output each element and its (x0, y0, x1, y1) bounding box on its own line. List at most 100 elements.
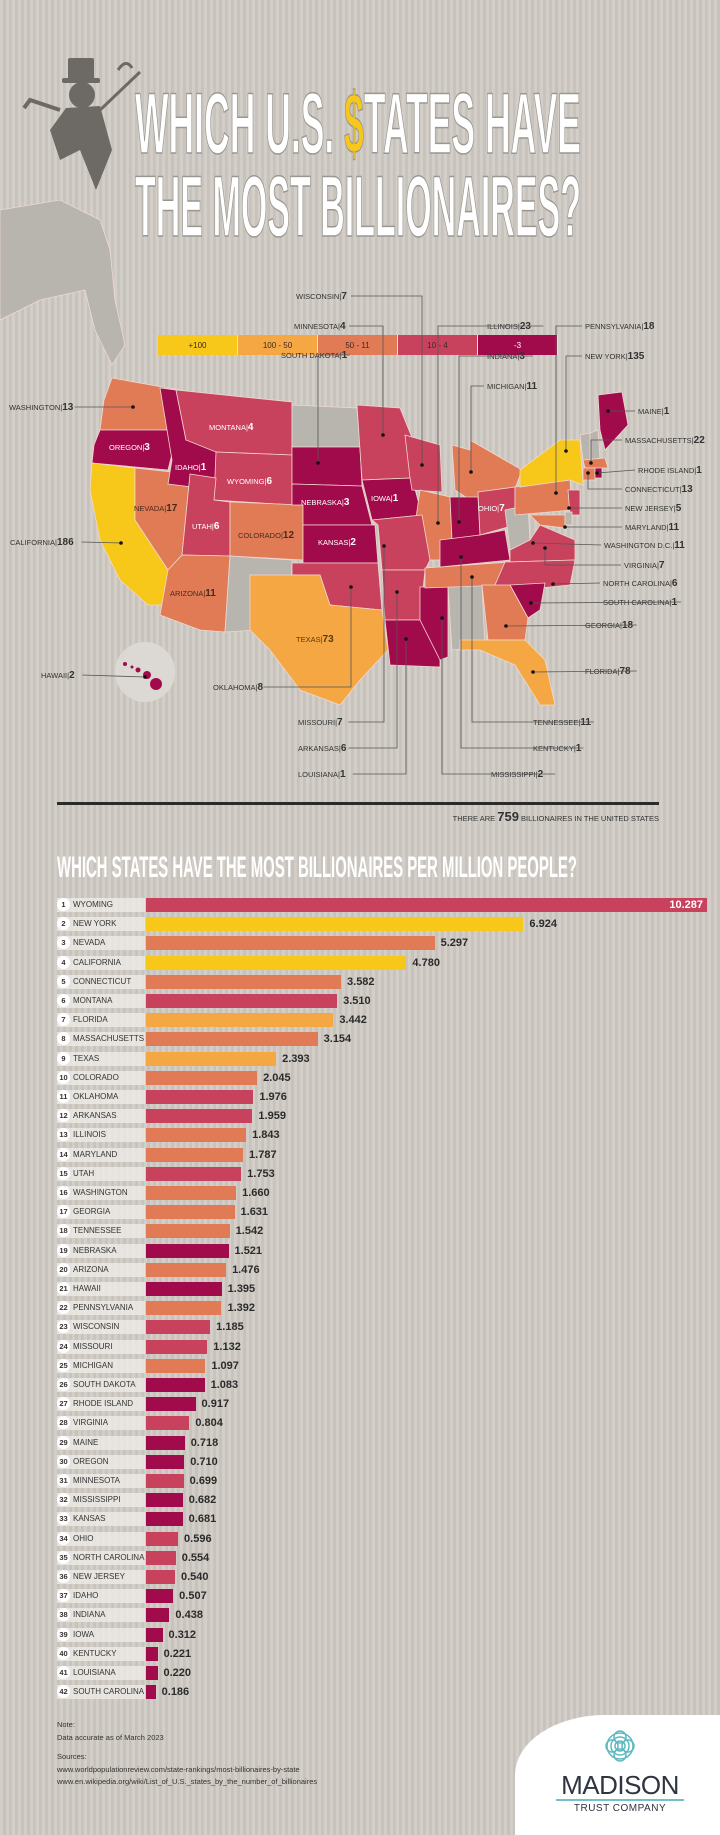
bar-value: 0.554 (181, 1551, 210, 1564)
logo-panel (515, 1715, 720, 1835)
bar-row-label: 27 RHODE ISLAND (57, 1397, 145, 1412)
state-florida[interactable] (459, 639, 556, 706)
state-texas[interactable] (249, 574, 389, 706)
state-new-hampshire[interactable] (589, 429, 601, 461)
note-text: Data accurate as of March 2023 (57, 1733, 164, 1742)
state-maine[interactable] (597, 391, 629, 451)
bar-value: 0.699 (189, 1475, 218, 1487)
map-label: UTAH|6 (192, 521, 220, 532)
state-marker (131, 405, 135, 409)
state-name: SOUTH CAROLINA (73, 1687, 145, 1697)
leader-line (552, 582, 601, 585)
state-delaware[interactable] (564, 511, 573, 526)
state-michigan[interactable] (451, 439, 523, 501)
bar (145, 1378, 205, 1392)
state-maryland[interactable] (529, 514, 566, 529)
bar-value: 1.542 (235, 1225, 264, 1238)
bar (145, 1627, 163, 1642)
bar (145, 955, 407, 970)
state-marker (469, 470, 473, 474)
state-marker (504, 624, 508, 628)
map-label: ILLINOIS|23 (487, 321, 531, 332)
state-hawaii[interactable] (150, 678, 162, 690)
state-name: NEW JERSEY (73, 1572, 126, 1581)
state-name: NEW YORK (73, 919, 117, 929)
bar-value: 1.959 (258, 1110, 286, 1123)
bar-value: 1.631 (240, 1206, 269, 1219)
map-label: MICHIGAN|11 (487, 381, 537, 392)
state-massachusetts[interactable] (582, 457, 609, 469)
rank-badge: 35 (57, 1550, 70, 1564)
state-south-dakota[interactable] (291, 446, 363, 487)
bar (145, 1685, 156, 1700)
bar-row-label: 31 MINNESOTA (57, 1474, 145, 1488)
state-marker (459, 555, 463, 559)
state-north-carolina[interactable] (494, 559, 576, 591)
leader-line (82, 674, 146, 678)
map-label: CONNECTICUT|13 (625, 484, 693, 495)
bar (145, 1550, 176, 1565)
state-indiana[interactable] (449, 496, 481, 541)
rank-badge: 38 (57, 1608, 70, 1622)
map-label: MISSISSIPPI|2 (491, 769, 544, 780)
rank-badge: 9 (57, 1051, 70, 1065)
rank-badge: 18 (57, 1224, 70, 1238)
source-link[interactable]: www.worldpopulationreview.com/state-rank… (57, 1765, 300, 1774)
bar (145, 898, 707, 912)
logo-flower-icon (605, 1730, 635, 1762)
bar-row-label: 10 COLORADO (57, 1070, 145, 1085)
state-name: OHIO (73, 1533, 94, 1543)
bar-value: 0.438 (175, 1609, 203, 1622)
state-name: ILLINOIS (73, 1130, 106, 1140)
state-oregon[interactable] (91, 429, 179, 471)
logo-name: MADISON (561, 1770, 679, 1800)
state-north-dakota[interactable] (291, 404, 361, 448)
bar-row-label: 5 CONNECTICUT (57, 974, 145, 989)
state-marker (470, 575, 474, 579)
rank-badge: 27 (57, 1397, 70, 1411)
state-marker (564, 449, 568, 453)
bar-value: 6.924 (529, 918, 557, 931)
rank-badge: 7 (57, 1013, 70, 1027)
state-hawaii[interactable] (135, 667, 141, 673)
rank-badge: 1 (57, 898, 70, 911)
bar-row-label: 15 UTAH (57, 1166, 145, 1181)
state-new-york[interactable] (519, 439, 584, 488)
state-wisconsin[interactable] (404, 434, 443, 493)
bar (145, 1301, 222, 1316)
rank-badge: 15 (57, 1166, 70, 1180)
bar-value: 5.297 (440, 937, 469, 950)
state-marker (440, 616, 444, 620)
leader-line (505, 624, 637, 627)
state-vermont[interactable] (579, 432, 591, 461)
state-new-jersey[interactable] (567, 489, 581, 516)
state-arkansas[interactable] (381, 569, 426, 621)
map-label: WISCONSIN|7 (296, 291, 347, 302)
state-marker (586, 471, 590, 475)
rank-badge: 42 (57, 1685, 70, 1699)
state-hawaii[interactable] (123, 662, 127, 666)
map-label: LOUISIANA|1 (298, 769, 346, 780)
state-marker (382, 544, 386, 548)
state-kentucky[interactable] (439, 529, 511, 568)
state-marker (563, 525, 567, 529)
state-missouri[interactable] (371, 514, 431, 571)
bar (145, 1109, 253, 1124)
state-alaska[interactable] (0, 199, 126, 366)
rank-badge: 11 (57, 1090, 70, 1103)
map-label: OREGON|3 (109, 442, 150, 453)
leader-line (596, 469, 636, 474)
bar-value: 1.843 (252, 1129, 280, 1142)
bar-row-label: 2 NEW YORK (57, 917, 145, 932)
bar-value: 3.154 (323, 1033, 352, 1046)
bar-value: 0.596 (184, 1532, 212, 1545)
source-link[interactable]: www.en.wikipedia.org/wiki/List_of_U.S._s… (57, 1777, 318, 1786)
state-name: IOWA (73, 1629, 95, 1639)
map-label: INDIANA|3 (487, 351, 525, 362)
state-name: VIRGINIA (73, 1418, 109, 1428)
map-label: NEVADA|17 (134, 503, 178, 514)
bar-row-label: 36 NEW JERSEY (57, 1570, 145, 1584)
rank-badge: 6 (57, 994, 70, 1007)
map-label: KENTUCKY|1 (533, 743, 582, 754)
state-hawaii[interactable] (130, 665, 134, 669)
